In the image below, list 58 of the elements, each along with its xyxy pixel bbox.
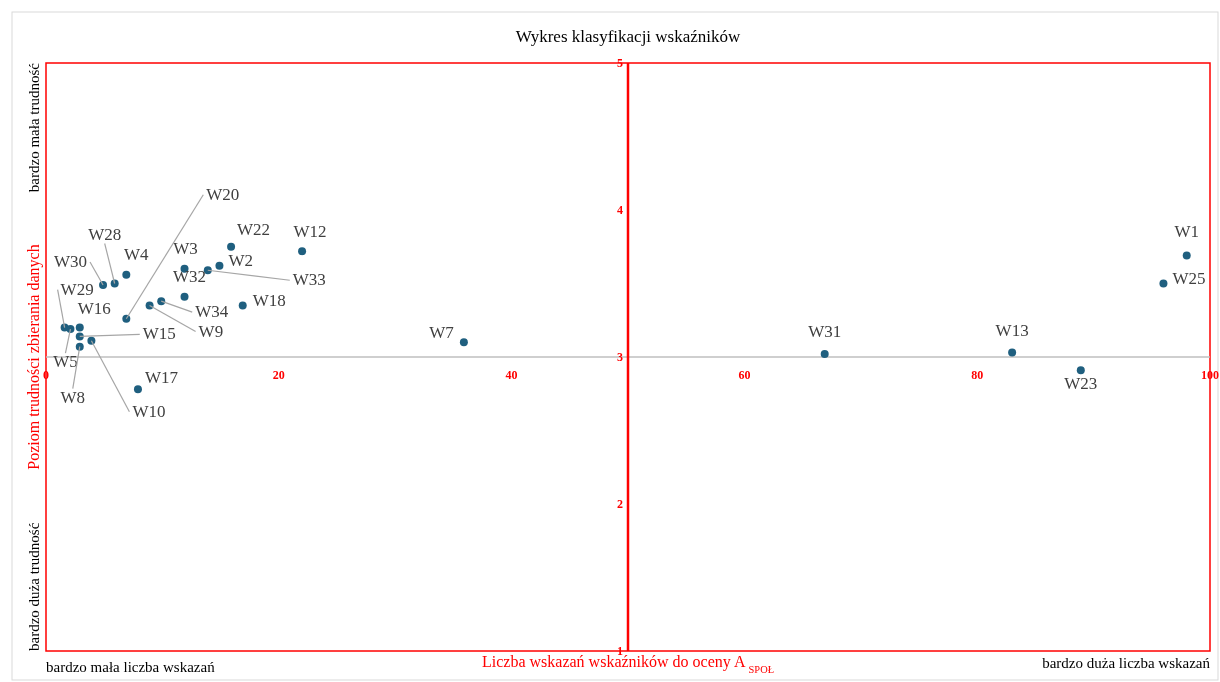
point bbox=[1159, 279, 1168, 288]
text: bardzo mała trudność bbox=[26, 62, 42, 193]
annotation: W28 bbox=[88, 224, 122, 244]
annotation: W2 bbox=[228, 250, 253, 270]
y-tick-label: 3 bbox=[617, 350, 623, 364]
annotation: W33 bbox=[292, 270, 326, 290]
annotation: W7 bbox=[429, 323, 455, 343]
point bbox=[227, 242, 236, 251]
point bbox=[122, 270, 131, 279]
y-axis-title: Poziom trudności zbierania danych bbox=[25, 244, 43, 470]
y-tick-label: 4 bbox=[617, 203, 623, 217]
point bbox=[215, 261, 224, 270]
annotation: W29 bbox=[60, 279, 94, 299]
x-tick-label: 20 bbox=[272, 368, 285, 382]
x-tick-label: 80 bbox=[971, 368, 984, 382]
annotation: W31 bbox=[808, 322, 842, 342]
point bbox=[133, 385, 142, 394]
annotation: W20 bbox=[206, 184, 240, 204]
text: bardzo mała liczba wskazań bbox=[46, 659, 216, 675]
chart-title: Wykres klasyfikacji wskaźników bbox=[515, 27, 742, 46]
text: bardzo duża trudność bbox=[26, 522, 42, 651]
point bbox=[238, 301, 247, 310]
point bbox=[459, 338, 468, 347]
point bbox=[180, 292, 189, 301]
y-tick-label: 2 bbox=[617, 497, 623, 511]
annotation: W17 bbox=[144, 368, 179, 388]
annotation: W25 bbox=[1172, 268, 1206, 288]
point bbox=[1182, 251, 1191, 260]
text: bardzo duża liczba wskazań bbox=[1042, 655, 1211, 671]
x-tick-label: 40 bbox=[505, 368, 518, 382]
point bbox=[122, 314, 131, 323]
annotation: W34 bbox=[195, 302, 229, 322]
annotation: W9 bbox=[198, 321, 224, 341]
annotation: W1 bbox=[1174, 221, 1199, 241]
point bbox=[820, 350, 829, 359]
annotation: W3 bbox=[173, 238, 198, 258]
annotation: W5 bbox=[53, 352, 78, 372]
point bbox=[203, 266, 212, 275]
annotation: W15 bbox=[142, 324, 176, 344]
x-tick-label: 60 bbox=[738, 368, 751, 382]
annotation: W18 bbox=[252, 290, 286, 310]
point bbox=[75, 332, 84, 341]
point bbox=[75, 323, 84, 332]
annotation: W12 bbox=[293, 222, 327, 242]
annotation: W13 bbox=[995, 320, 1029, 340]
point bbox=[298, 247, 307, 256]
point bbox=[87, 336, 96, 345]
point bbox=[1008, 348, 1017, 357]
annotation: W32 bbox=[172, 266, 207, 286]
annotation: W30 bbox=[53, 251, 88, 271]
annotation: W16 bbox=[77, 298, 111, 318]
annotation: W23 bbox=[1064, 374, 1098, 394]
annotation: W10 bbox=[132, 401, 166, 421]
annotation: W8 bbox=[60, 387, 86, 407]
point bbox=[1076, 366, 1085, 375]
point bbox=[157, 297, 166, 306]
annotation: W4 bbox=[124, 244, 150, 264]
annotation: W22 bbox=[237, 219, 271, 239]
